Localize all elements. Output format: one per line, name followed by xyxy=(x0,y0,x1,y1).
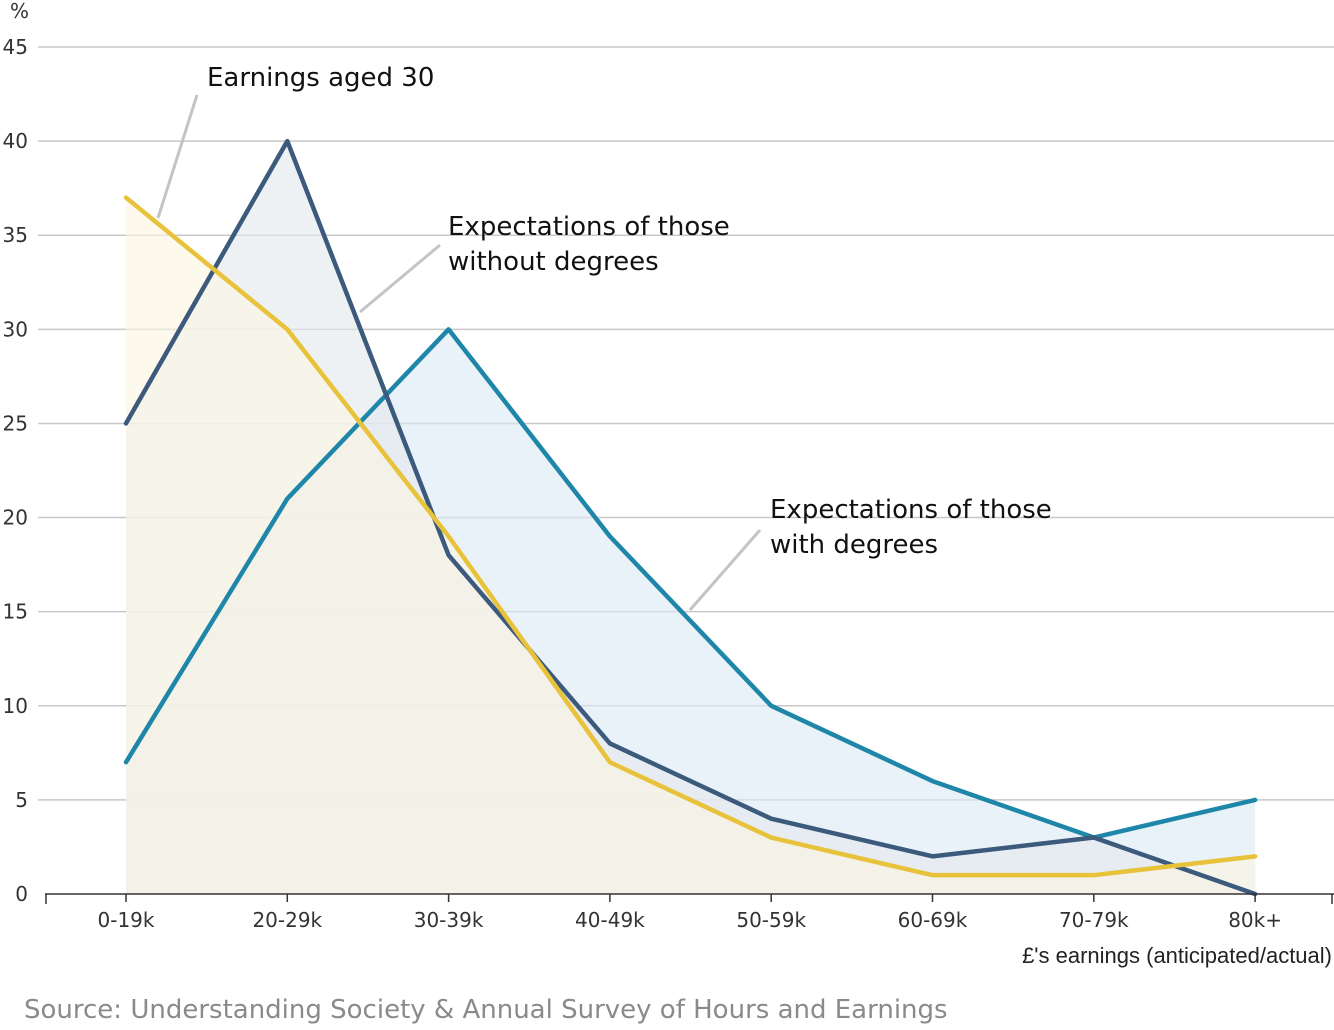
annotation-1-line-0: Expectations of those xyxy=(448,212,730,242)
annotation-0: Earnings aged 30 xyxy=(207,63,434,93)
area-series-2 xyxy=(126,197,1256,895)
annotation-0-line-0: Earnings aged 30 xyxy=(207,63,434,93)
x-tick-50-59k: 50-59k xyxy=(736,908,806,932)
annotation-leader-0 xyxy=(156,94,199,219)
annotation-2-line-0: Expectations of those xyxy=(770,495,1052,525)
line-series-2 xyxy=(123,195,1258,878)
x-axis-label: £'s earnings (anticipated/actual) xyxy=(1022,943,1332,968)
series-lines xyxy=(123,138,1258,897)
source-note: Source: Understanding Society & Annual S… xyxy=(24,995,948,1025)
x-tick-30-39k: 30-39k xyxy=(414,908,484,932)
y-axis-unit-label: % xyxy=(10,0,29,23)
y-tick-0: 0 xyxy=(15,882,28,906)
x-tick-0-19k: 0-19k xyxy=(98,908,155,932)
y-tick-35: 35 xyxy=(3,223,28,247)
x-tick-labels: 0-19k 20-29k 30-39k 40-49k 50-59k 60-69k 70-79… xyxy=(98,908,1282,932)
annotation-leaders xyxy=(156,94,762,611)
annotation-2-line-1: with degrees xyxy=(770,530,938,560)
annotation-1-line-1: without degrees xyxy=(448,247,659,277)
y-tick-30: 30 xyxy=(3,317,28,341)
annotations: Earnings aged 30 Expectations of those wit… xyxy=(207,63,1052,560)
y-tick-40: 40 xyxy=(3,129,28,153)
annotation-leader-1 xyxy=(359,243,441,314)
x-tick-70-79k: 70-79k xyxy=(1059,908,1129,932)
annotation-2: Expectations of those with degrees xyxy=(770,495,1052,560)
x-tick-20-29k: 20-29k xyxy=(252,908,322,932)
y-tick-5: 5 xyxy=(15,788,28,812)
chart: 0 5 10 15 20 25 30 35 40 45 0-19k 20-29k 30-39k 40-4… xyxy=(3,0,1334,968)
y-tick-45: 45 xyxy=(3,35,28,59)
x-tick-60-69k: 60-69k xyxy=(898,908,968,932)
x-tick-40-49k: 40-49k xyxy=(575,908,645,932)
y-tick-20: 20 xyxy=(3,506,28,530)
annotation-1: Expectations of those without degrees xyxy=(448,212,730,277)
y-tick-labels: 0 5 10 15 20 25 30 35 40 45 xyxy=(3,35,28,906)
line-series-1 xyxy=(123,138,1258,897)
annotation-leader-2 xyxy=(688,529,762,611)
y-tick-10: 10 xyxy=(3,694,28,718)
x-axis xyxy=(45,893,1334,904)
series-areas xyxy=(126,141,1256,895)
x-tick-80k+: 80k+ xyxy=(1228,908,1282,932)
y-tick-15: 15 xyxy=(3,600,28,624)
line-series-0 xyxy=(123,327,1258,840)
y-tick-25: 25 xyxy=(3,411,28,435)
